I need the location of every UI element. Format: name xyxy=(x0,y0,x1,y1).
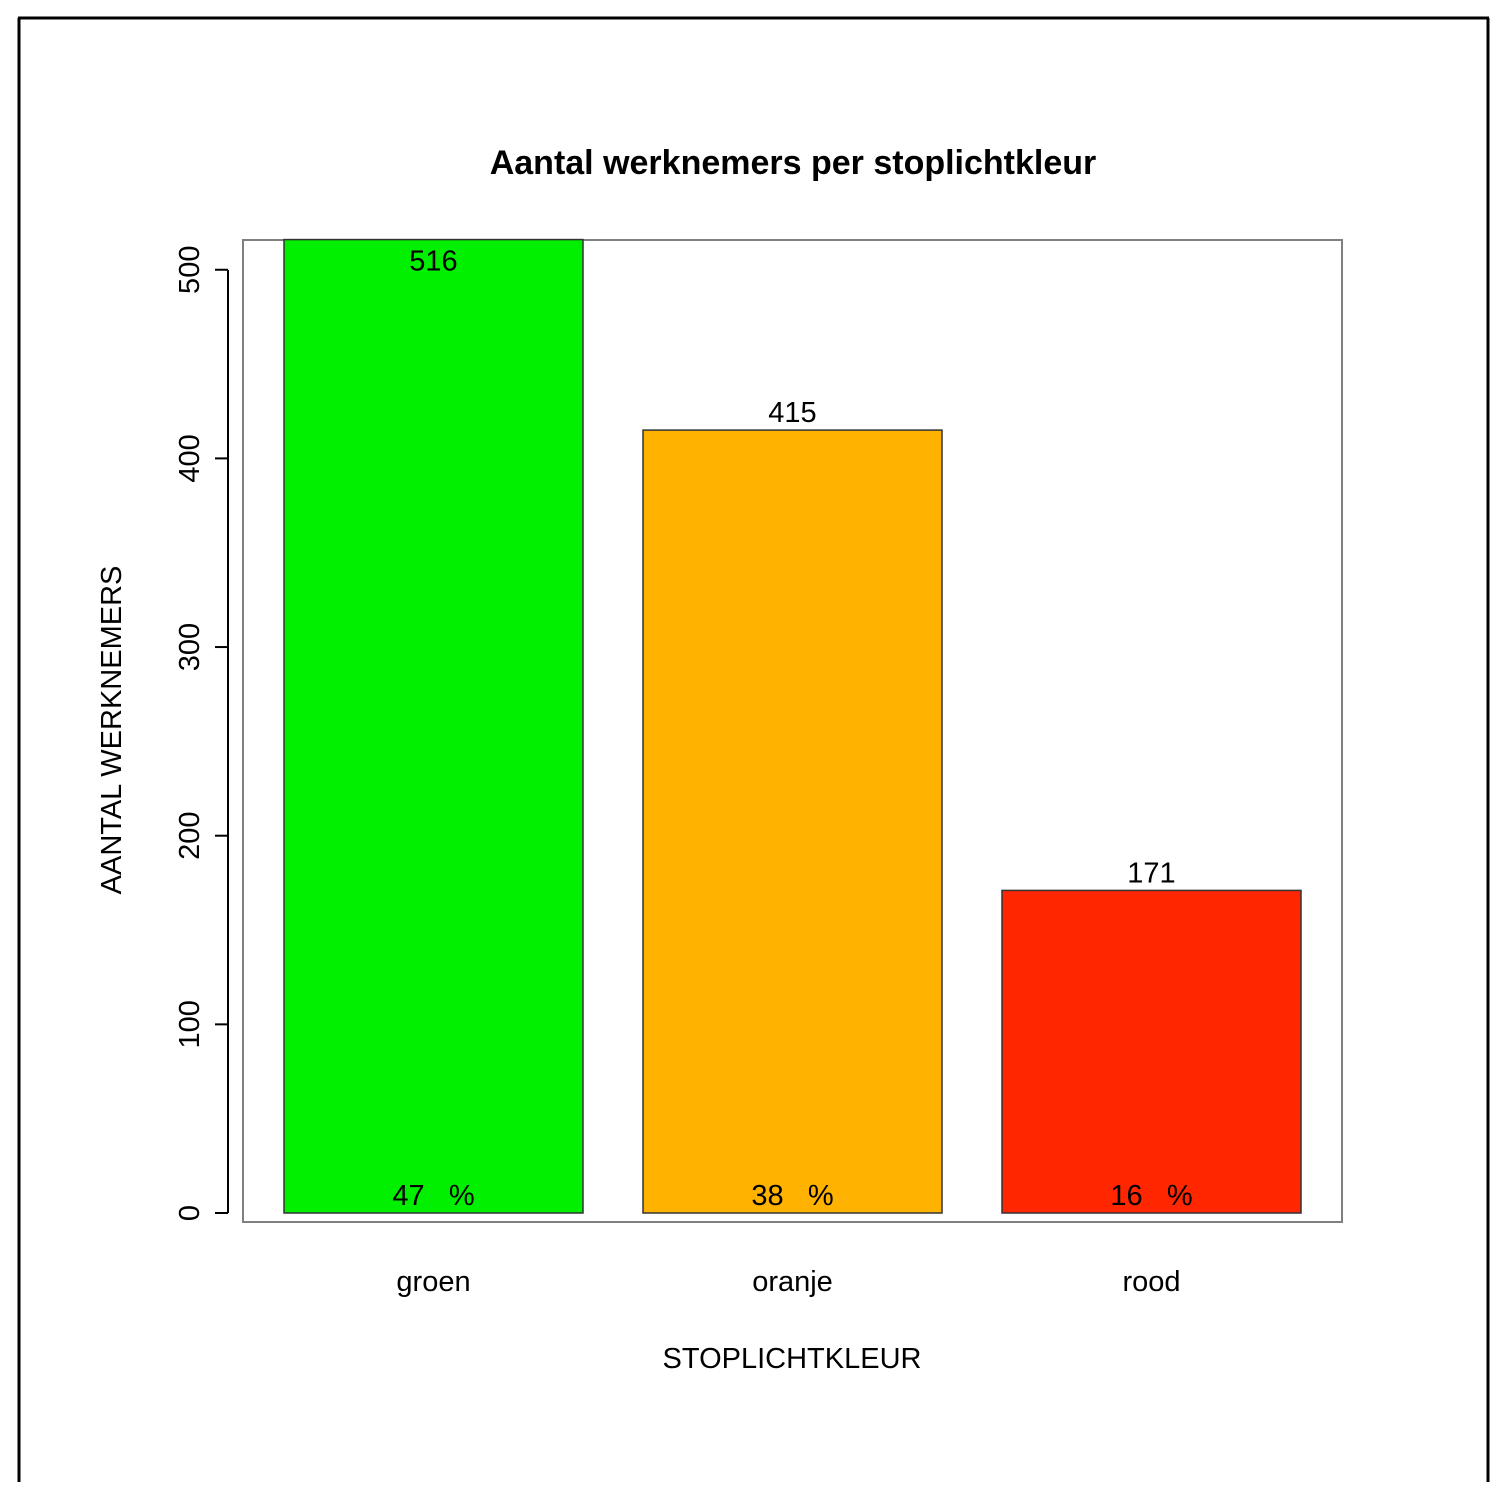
y-tick-label: 0 xyxy=(174,1205,206,1221)
x-axis-label: STOPLICHTKLEUR xyxy=(663,1343,922,1375)
bar-labels: 516 47 % groen 415 38 % oranje 171 16 % rood xyxy=(392,246,1192,1298)
y-ticks: 0 100 200 300 400 500 xyxy=(174,246,228,1221)
y-tick-label: 400 xyxy=(174,434,206,482)
y-axis-label: AANTAL WERKNEMERS xyxy=(96,566,128,895)
chart-title: Aantal werknemers per stoplichtkleur xyxy=(490,144,1097,182)
x-category-label: oranje xyxy=(752,1266,833,1298)
bar-groen xyxy=(283,238,584,1214)
x-category-label: rood xyxy=(1122,1266,1180,1298)
bar-value-label: 415 xyxy=(768,397,816,429)
bars xyxy=(283,238,1302,1214)
bar-rood xyxy=(1001,889,1302,1214)
bar-value-label: 516 xyxy=(409,246,457,278)
bar-value-label: 171 xyxy=(1127,857,1175,889)
y-tick-label: 300 xyxy=(174,623,206,671)
bar-percent-label: 38 % xyxy=(751,1180,833,1212)
y-tick-label: 500 xyxy=(174,246,206,294)
bar-percent-label: 16 % xyxy=(1110,1180,1192,1212)
plot-box xyxy=(242,239,1343,1223)
y-tick-label: 100 xyxy=(174,1000,206,1048)
bar-oranje xyxy=(642,429,943,1214)
x-category-label: groen xyxy=(396,1266,470,1298)
y-tick-label: 200 xyxy=(174,812,206,860)
bar-percent-label: 47 % xyxy=(392,1180,474,1212)
